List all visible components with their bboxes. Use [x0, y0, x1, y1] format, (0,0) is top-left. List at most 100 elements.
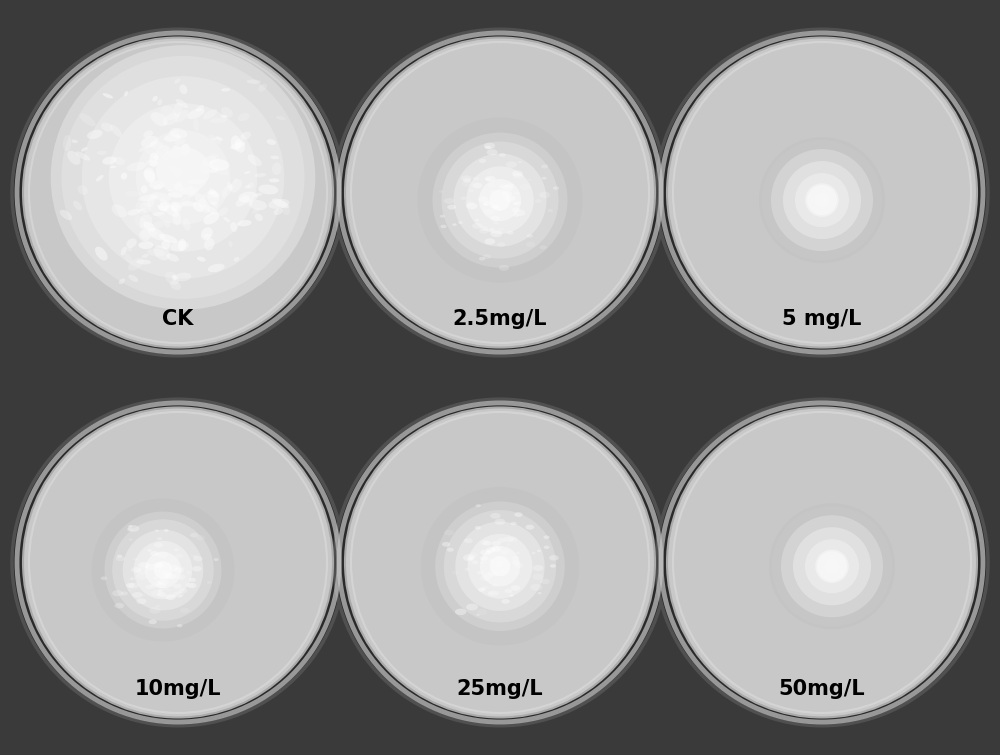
Ellipse shape: [463, 554, 475, 561]
Ellipse shape: [136, 573, 148, 580]
Ellipse shape: [110, 125, 122, 137]
Ellipse shape: [121, 173, 127, 180]
Ellipse shape: [133, 558, 138, 560]
Ellipse shape: [544, 546, 550, 549]
Ellipse shape: [505, 589, 512, 593]
Ellipse shape: [210, 118, 227, 123]
Ellipse shape: [418, 118, 582, 282]
Ellipse shape: [150, 583, 159, 588]
Ellipse shape: [483, 203, 488, 206]
Ellipse shape: [189, 188, 199, 197]
Ellipse shape: [211, 202, 218, 208]
Ellipse shape: [442, 142, 558, 258]
Ellipse shape: [501, 599, 510, 604]
Ellipse shape: [550, 564, 556, 568]
Ellipse shape: [541, 165, 548, 168]
Ellipse shape: [274, 208, 283, 215]
Ellipse shape: [807, 185, 837, 215]
Ellipse shape: [485, 176, 496, 182]
Ellipse shape: [162, 239, 170, 249]
Ellipse shape: [469, 190, 474, 193]
Ellipse shape: [467, 556, 473, 560]
Ellipse shape: [170, 280, 181, 290]
Ellipse shape: [656, 399, 988, 726]
Ellipse shape: [211, 137, 217, 140]
Ellipse shape: [147, 196, 155, 207]
Ellipse shape: [124, 253, 132, 263]
Ellipse shape: [492, 541, 501, 546]
Ellipse shape: [511, 585, 520, 590]
Ellipse shape: [444, 198, 454, 204]
Ellipse shape: [253, 193, 263, 197]
Ellipse shape: [490, 556, 510, 576]
Ellipse shape: [488, 558, 493, 561]
Ellipse shape: [193, 556, 203, 562]
Ellipse shape: [548, 209, 553, 212]
Ellipse shape: [817, 551, 847, 581]
Ellipse shape: [153, 184, 163, 190]
Ellipse shape: [112, 204, 127, 217]
Ellipse shape: [170, 202, 181, 212]
Ellipse shape: [172, 181, 183, 189]
Ellipse shape: [497, 242, 506, 247]
Ellipse shape: [258, 184, 278, 195]
Ellipse shape: [203, 212, 219, 224]
Ellipse shape: [144, 168, 155, 183]
Ellipse shape: [173, 146, 181, 150]
Ellipse shape: [499, 153, 506, 157]
Ellipse shape: [218, 208, 228, 216]
Ellipse shape: [461, 175, 472, 181]
Ellipse shape: [195, 193, 207, 207]
Ellipse shape: [421, 487, 579, 646]
Ellipse shape: [759, 137, 885, 263]
Ellipse shape: [506, 162, 517, 168]
Ellipse shape: [179, 588, 187, 593]
Ellipse shape: [254, 173, 266, 177]
Ellipse shape: [143, 221, 155, 232]
Ellipse shape: [504, 562, 510, 565]
Ellipse shape: [508, 537, 518, 542]
Ellipse shape: [466, 166, 534, 234]
Ellipse shape: [236, 196, 249, 207]
Ellipse shape: [12, 29, 344, 356]
Ellipse shape: [454, 153, 546, 247]
Ellipse shape: [212, 193, 221, 196]
Ellipse shape: [75, 152, 90, 161]
Ellipse shape: [468, 534, 532, 599]
Ellipse shape: [190, 533, 198, 538]
Ellipse shape: [488, 573, 495, 577]
Ellipse shape: [164, 594, 175, 600]
Ellipse shape: [514, 562, 523, 568]
Ellipse shape: [230, 222, 237, 232]
Ellipse shape: [513, 173, 524, 179]
Ellipse shape: [204, 238, 215, 251]
Ellipse shape: [203, 109, 217, 119]
Ellipse shape: [480, 546, 520, 587]
Ellipse shape: [472, 223, 482, 229]
Ellipse shape: [209, 165, 229, 175]
Ellipse shape: [444, 510, 556, 622]
Text: 2.5mg/L: 2.5mg/L: [453, 309, 547, 328]
Ellipse shape: [143, 170, 156, 181]
Ellipse shape: [87, 130, 103, 139]
Ellipse shape: [498, 227, 504, 231]
Ellipse shape: [172, 568, 184, 574]
Ellipse shape: [140, 229, 158, 239]
Ellipse shape: [165, 573, 176, 579]
Ellipse shape: [465, 201, 474, 206]
Ellipse shape: [61, 56, 304, 299]
Ellipse shape: [258, 84, 267, 91]
Ellipse shape: [139, 214, 152, 230]
Ellipse shape: [187, 583, 197, 588]
Ellipse shape: [815, 550, 849, 583]
Ellipse shape: [165, 272, 179, 285]
Ellipse shape: [272, 162, 281, 175]
Ellipse shape: [447, 548, 454, 552]
Ellipse shape: [97, 151, 107, 155]
Ellipse shape: [196, 535, 205, 541]
Ellipse shape: [154, 542, 163, 547]
Ellipse shape: [439, 190, 443, 193]
Ellipse shape: [178, 239, 186, 251]
Ellipse shape: [183, 218, 191, 231]
Ellipse shape: [178, 594, 183, 597]
